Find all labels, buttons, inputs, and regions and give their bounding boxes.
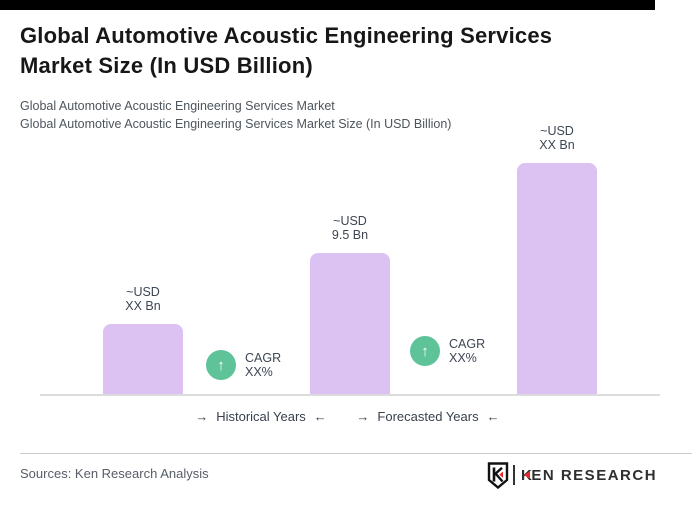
sources-text: Sources: Ken Research Analysis: [20, 466, 209, 481]
cagr-label: CAGR XX%: [449, 337, 486, 365]
logo-divider: [513, 465, 515, 485]
historical-years-label: → Historical Years ←: [195, 409, 327, 425]
right-arrow-icon: →: [356, 409, 370, 424]
logo-red-triangle-icon: [524, 471, 531, 479]
bar-value-label: ~USD XX Bn: [125, 285, 161, 313]
page-title-line2: Market Size (In USD Billion): [20, 53, 313, 78]
bar-group: ~USD XX Bn: [517, 124, 597, 395]
cagr-badge: ↑ CAGR XX%: [410, 336, 485, 366]
bar-value-label: ~USD XX Bn: [539, 124, 575, 152]
page-title: Global Automotive Acoustic Engineering S…: [20, 21, 660, 81]
bar: [517, 163, 597, 395]
forecasted-years-label: → Forecasted Years ←: [356, 409, 499, 425]
cagr-badge: ↑ CAGR XX%: [206, 350, 281, 380]
bar-group: ~USD XX Bn: [103, 285, 183, 395]
logo-wordmark-rest: EN RESEARCH: [531, 466, 658, 484]
left-arrow-icon: ←: [313, 409, 327, 424]
chart-subtitle: Global Automotive Acoustic Engineering S…: [20, 97, 660, 133]
chart-subtitle-line2: Global Automotive Acoustic Engineering S…: [20, 117, 452, 131]
historical-years-text: Historical Years: [216, 409, 306, 424]
growth-up-arrow-icon: ↑: [410, 336, 440, 366]
bar: [310, 253, 390, 395]
right-arrow-icon: →: [195, 409, 209, 424]
bar: [103, 324, 183, 395]
ken-research-shield-icon: [487, 461, 509, 489]
cagr-label: CAGR XX%: [245, 351, 282, 379]
bar-group: ~USD 9.5 Bn: [310, 214, 390, 395]
top-black-bar: [0, 0, 655, 10]
x-axis-line: [40, 394, 660, 396]
footer-divider: [20, 453, 692, 454]
growth-up-arrow-icon: ↑: [206, 350, 236, 380]
page-title-line1: Global Automotive Acoustic Engineering S…: [20, 23, 553, 48]
logo-wordmark: K EN RESEARCH: [521, 467, 657, 484]
forecasted-years-text: Forecasted Years: [377, 409, 479, 424]
left-arrow-icon: ←: [486, 409, 500, 424]
ken-research-logo: K EN RESEARCH: [487, 461, 657, 489]
bar-value-label: ~USD 9.5 Bn: [331, 214, 369, 242]
chart-subtitle-line1: Global Automotive Acoustic Engineering S…: [20, 99, 335, 113]
